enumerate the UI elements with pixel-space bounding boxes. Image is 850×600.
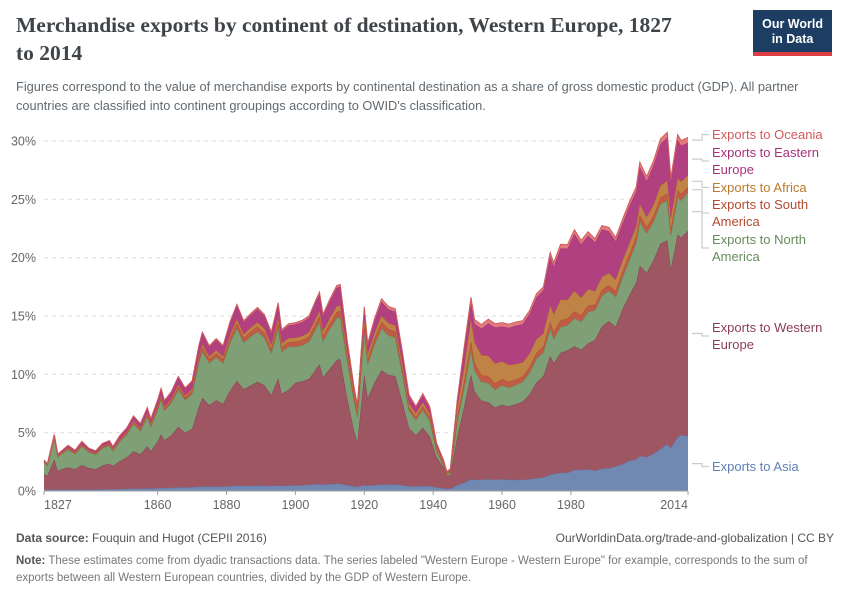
owid-logo[interactable]: Our World in Data [753, 10, 832, 56]
legend-connector-eastern_europe [692, 158, 709, 162]
y-axis-label: 25% [11, 193, 36, 207]
owid-logo-line1: Our World [762, 17, 823, 31]
x-axis-label: 1980 [557, 498, 585, 512]
x-axis-label: 1880 [213, 498, 241, 512]
data-source-label: Data source: [16, 531, 89, 545]
y-axis-label: 30% [11, 135, 36, 149]
owid-logo-line2: in Data [771, 32, 814, 46]
footer-link[interactable]: OurWorldinData.org/trade-and-globalizati… [555, 531, 834, 545]
area-north_america [44, 192, 688, 477]
x-axis-label: 1827 [44, 498, 72, 512]
y-axis-label: 15% [11, 310, 36, 324]
legend-item-western_europe[interactable]: Exports to Western Europe [712, 320, 823, 352]
legend-item-south_america[interactable]: Exports to South America [712, 197, 809, 229]
chart-header: Merchandise exports by continent of dest… [16, 10, 834, 115]
note-label: Note: [16, 555, 46, 567]
legend-connector-asia [692, 463, 709, 468]
stacked-area-chart: 0% 5% 10% 15% 20% 25% 30% 1827 1860 1880 1900 1920 1… [11, 131, 709, 512]
data-source: Data source: Fouquin and Hugot (CEPII 20… [16, 531, 267, 545]
legend-item-oceania[interactable]: Exports to Oceania [712, 127, 823, 142]
chart-footer: Data source: Fouquin and Hugot (CEPII 20… [16, 531, 834, 586]
note-text: These estimates come from dyadic transac… [16, 555, 808, 584]
area-western_europe [44, 230, 688, 490]
x-axis-label: 1940 [419, 498, 447, 512]
chart-area: 0% 5% 10% 15% 20% 25% 30% 1827 1860 1880 1900 1920 1… [0, 118, 850, 522]
x-axis-label: 2014 [660, 498, 688, 512]
legend-connector-africa [692, 180, 709, 189]
page-title-line1: Merchandise exports by continent of dest… [16, 13, 672, 37]
legend-item-eastern_europe[interactable]: Exports to Eastern Europe [712, 145, 819, 177]
y-axis-label: 5% [18, 426, 36, 440]
series-line-oceania [43, 131, 689, 473]
page-title: Merchandise exports by continent of dest… [16, 12, 766, 68]
y-axis-label: 0% [18, 485, 36, 499]
x-axis-label: 1860 [144, 498, 172, 512]
page-title-line2: to 2014 [16, 40, 83, 65]
legend-connector-western_europe [692, 332, 709, 337]
legend-connector-south_america [692, 189, 709, 214]
area-asia [44, 435, 688, 491]
page-subtitle: Figures correspond to the value of merch… [16, 78, 799, 114]
y-axis-label: 20% [11, 251, 36, 265]
x-axis-label: 1920 [350, 498, 378, 512]
legend-item-africa[interactable]: Exports to Africa [712, 180, 807, 195]
y-axis-label: 10% [11, 368, 36, 382]
data-source-text: Fouquin and Hugot (CEPII 2016) [88, 531, 267, 545]
legend-connector-north_america [692, 210, 709, 249]
x-axis-label: 1960 [488, 498, 516, 512]
legend-connector-oceania [692, 133, 709, 141]
legend-item-north_america[interactable]: Exports to North America [712, 232, 806, 264]
legend-item-asia[interactable]: Exports to Asia [712, 459, 799, 474]
chart-note: Note: These estimates come from dyadic t… [16, 553, 834, 586]
x-axis-label: 1900 [281, 498, 309, 512]
